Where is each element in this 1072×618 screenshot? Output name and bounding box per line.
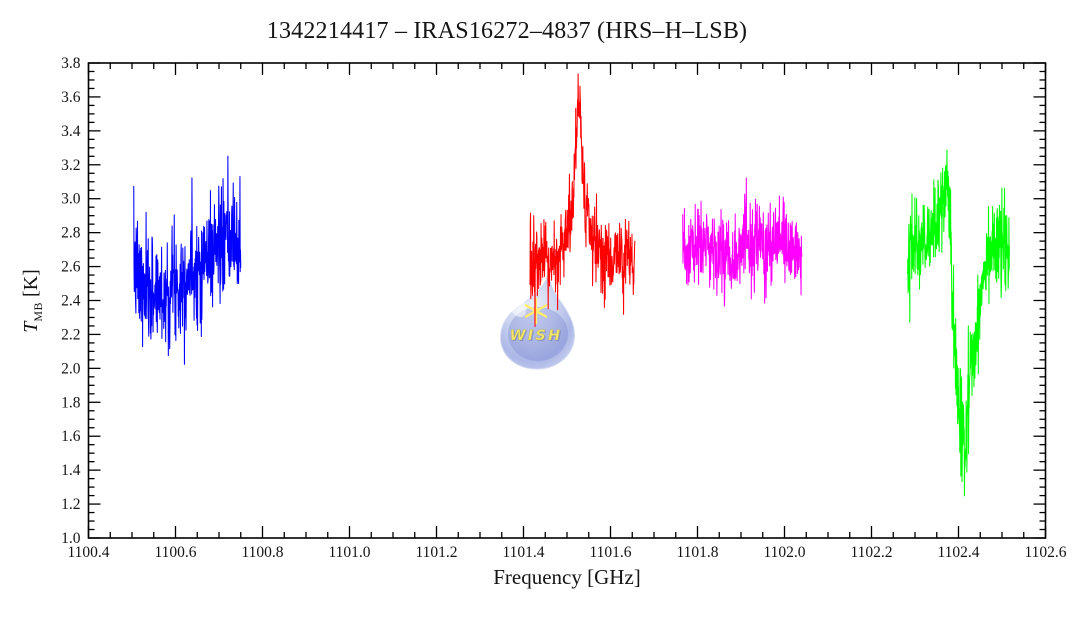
- axis-tick-labels: 1100.4 1100.6 1100.8 1101.0 1101.2 1101.4 1101…: [61, 55, 1067, 561]
- wish-text-shadow: WISH: [511, 329, 564, 345]
- water-drop-highlight: [507, 292, 527, 318]
- chart-title: 1342214417 – IRAS16272–4837 (HRS–H–LSB): [266, 18, 748, 44]
- y-tick-label: 3.2: [61, 157, 80, 174]
- y-tick-label: 3.0: [61, 191, 81, 208]
- series-spectrum-segment-3: [682, 177, 803, 307]
- y-tick-label: 1.8: [61, 394, 81, 411]
- y-tick-label: 3.6: [61, 89, 81, 106]
- plot-frame: [87, 62, 1047, 539]
- y-tick-label: 2.4: [61, 293, 81, 310]
- y-tick-label: 2.8: [61, 225, 81, 242]
- y-tick-label: 1.4: [61, 462, 81, 479]
- x-tick-label: 1101.2: [415, 544, 457, 561]
- axis-ticks: [87, 62, 1047, 539]
- x-tick-label: 1102.0: [763, 544, 805, 561]
- series-spectrum-segment-4: [907, 149, 1010, 497]
- y-tick-label: 2.6: [61, 259, 81, 276]
- x-tick-label: 1101.8: [676, 544, 718, 561]
- y-tick-label: 3.4: [61, 123, 81, 140]
- series-spectrum-segment-2: [529, 73, 636, 328]
- x-tick-label: 1102.2: [850, 544, 892, 561]
- x-tick-label: 1100.8: [241, 544, 283, 561]
- y-tick-label: 2.2: [61, 326, 80, 343]
- x-tick-label: 1100.4: [67, 544, 109, 561]
- plot-border: [87, 62, 1047, 539]
- water-drop-shade: [508, 307, 568, 361]
- y-tick-label: 1.0: [61, 530, 81, 547]
- wish-text: WISH: [510, 328, 563, 344]
- x-tick-label: 1100.6: [154, 544, 196, 561]
- x-tick-label: 1101.4: [502, 544, 544, 561]
- x-axis-label: Frequency [GHz]: [493, 565, 641, 589]
- x-tick-label: 1102.4: [937, 544, 979, 561]
- y-axis-unit: [K]: [20, 269, 42, 297]
- y-tick-label: 1.6: [61, 428, 81, 445]
- x-tick-label: 1102.6: [1024, 544, 1066, 561]
- spectrum-series: [133, 73, 1010, 497]
- y-axis-label: TMB [K]: [19, 239, 45, 363]
- y-tick-label: 2.0: [61, 360, 81, 377]
- y-tick-label: 3.8: [61, 55, 81, 72]
- y-axis-subscript: MB: [31, 301, 45, 322]
- series-spectrum-segment-1: [133, 155, 242, 365]
- wish-star-icon: [524, 297, 548, 325]
- x-tick-label: 1101.6: [589, 544, 631, 561]
- y-axis-symbol: T: [20, 321, 42, 333]
- x-tick-label: 1101.0: [328, 544, 370, 561]
- y-tick-label: 1.2: [61, 496, 80, 513]
